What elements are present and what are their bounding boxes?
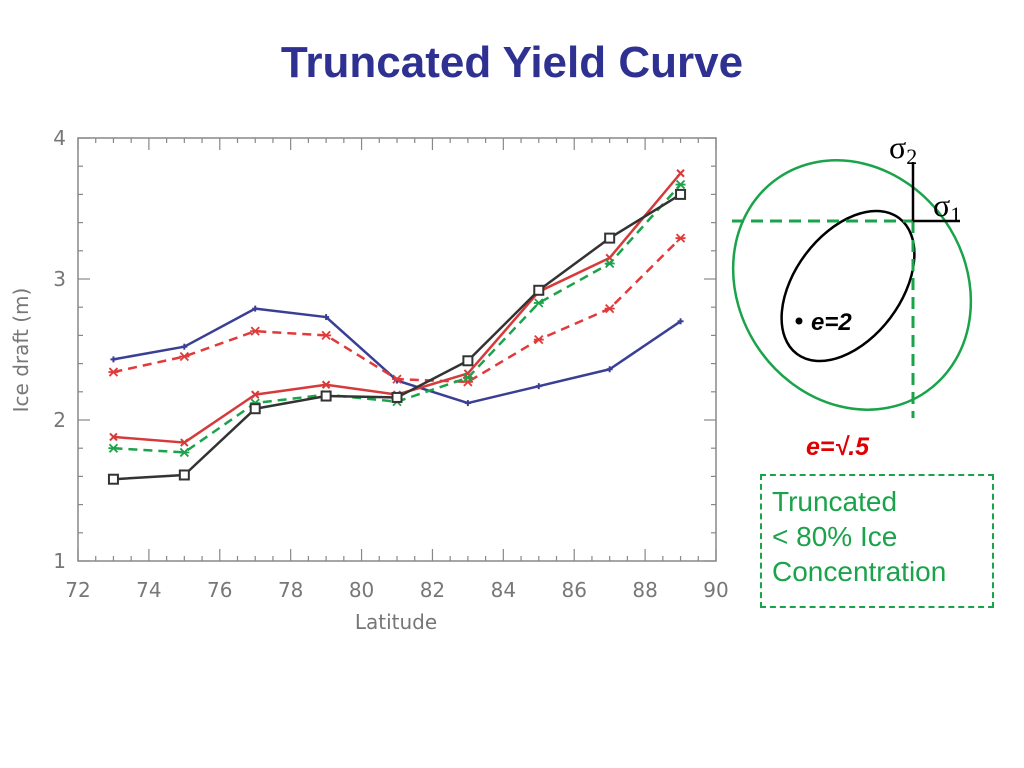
x-marker xyxy=(251,390,260,399)
outer-ellipse-label: e=√.5 xyxy=(806,433,870,461)
data-point xyxy=(675,233,686,243)
data-point xyxy=(250,326,261,336)
data-point xyxy=(181,343,188,350)
data-point xyxy=(604,232,616,244)
data-point xyxy=(604,258,615,269)
y-tick-label: 4 xyxy=(53,126,66,150)
x-tick-label: 86 xyxy=(561,578,586,602)
x-tick-label: 72 xyxy=(65,578,90,602)
data-point xyxy=(108,443,119,453)
x-marker xyxy=(180,438,189,447)
data-point xyxy=(110,356,117,363)
x-tick-label: 88 xyxy=(632,578,657,602)
data-point xyxy=(675,188,687,200)
square-marker xyxy=(462,355,474,367)
truncated-line-3: Concentration xyxy=(772,556,947,587)
square-marker xyxy=(675,188,687,200)
data-point xyxy=(252,305,259,312)
center-dot xyxy=(795,317,803,325)
y-tick-label: 3 xyxy=(53,267,66,291)
square-marker xyxy=(604,232,616,244)
x-tick-label: 84 xyxy=(491,578,516,602)
y-tick-label: 2 xyxy=(53,408,66,432)
data-point xyxy=(109,432,118,442)
sigma2-label: σ2 xyxy=(889,129,917,169)
square-marker xyxy=(533,284,545,296)
x-marker xyxy=(109,432,118,442)
y-tick-label: 1 xyxy=(53,549,66,573)
data-point xyxy=(180,438,189,447)
data-point xyxy=(535,383,542,390)
square-marker xyxy=(320,390,332,402)
data-point xyxy=(462,355,474,367)
truncated-note-box: Truncated < 80% Ice Concentration xyxy=(760,474,994,608)
x-marker xyxy=(676,169,685,178)
data-point xyxy=(533,334,544,345)
data-point xyxy=(179,351,190,362)
data-point xyxy=(251,390,260,399)
data-point xyxy=(533,298,544,308)
sigma1-label: σ1 xyxy=(933,187,961,227)
data-point xyxy=(323,314,330,321)
data-point xyxy=(606,366,613,373)
truncated-line-1: Truncated xyxy=(772,486,898,517)
data-point xyxy=(108,367,119,377)
inner-ellipse xyxy=(780,209,916,363)
x-tick-label: 82 xyxy=(420,578,445,602)
data-point xyxy=(675,179,686,190)
chart-ticks: 72 74 76 78 80 82 84 86 88 90 1 2 3 4 xyxy=(53,126,728,602)
square-marker xyxy=(107,473,119,485)
square-marker xyxy=(391,391,403,403)
data-point xyxy=(321,330,332,341)
data-point xyxy=(604,303,615,314)
chart-series xyxy=(107,169,687,485)
data-point xyxy=(533,284,545,296)
x-tick-label: 76 xyxy=(207,578,232,602)
data-point xyxy=(321,380,331,389)
data-point xyxy=(179,447,190,458)
x-axis-label: Latitude xyxy=(355,610,437,634)
outer-ellipse xyxy=(731,159,973,411)
data-point xyxy=(464,400,471,407)
y-axis-label: Ice draft (m) xyxy=(9,288,33,413)
x-tick-label: 80 xyxy=(349,578,374,602)
x-tick-label: 78 xyxy=(278,578,303,602)
data-point xyxy=(677,318,684,325)
square-marker xyxy=(249,403,261,415)
slide-title: Truncated Yield Curve xyxy=(280,38,744,87)
data-point xyxy=(676,169,685,178)
data-point xyxy=(178,469,190,481)
truncated-line-2: < 80% Ice xyxy=(772,521,898,552)
data-point xyxy=(249,403,261,415)
inner-ellipse-label: e=2 xyxy=(811,309,852,336)
square-marker xyxy=(178,469,190,481)
data-point xyxy=(392,374,402,384)
data-point xyxy=(462,373,473,383)
data-point xyxy=(320,390,332,402)
data-point xyxy=(391,391,403,403)
x-marker xyxy=(321,380,331,389)
x-tick-label: 90 xyxy=(703,578,728,602)
x-tick-label: 74 xyxy=(136,578,161,602)
data-point xyxy=(107,473,119,485)
